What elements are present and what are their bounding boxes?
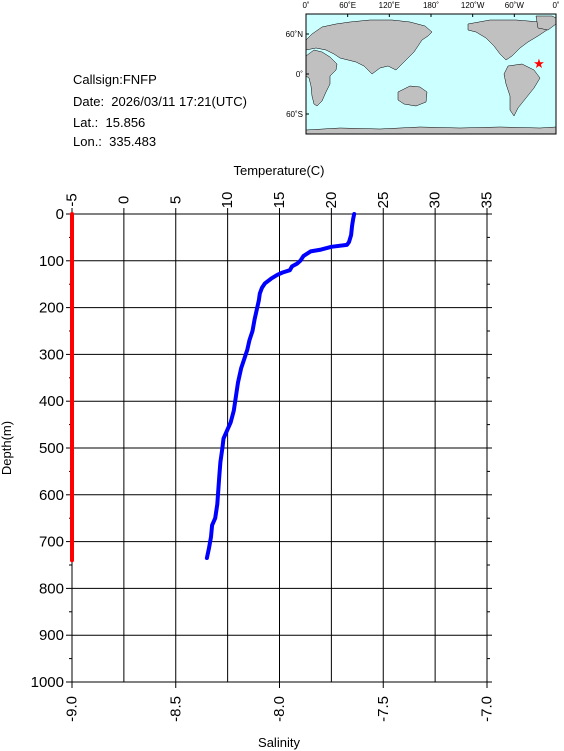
top-axis-tick-label: -5 bbox=[64, 193, 81, 206]
land-antarctica bbox=[305, 126, 557, 135]
top-axis-label: Temperature(C) bbox=[233, 163, 324, 178]
top-axis-tick-label: 5 bbox=[167, 196, 184, 204]
map-lon-tick-label: 120˚W bbox=[461, 1, 485, 10]
y-axis-tick-label: 100 bbox=[39, 253, 64, 270]
map-ticks: 0˚ 60˚E 120˚E 180˚ 120˚W 60˚W 0˚ 60˚N 0˚ 60˚S bbox=[286, 1, 560, 119]
top-axis-tick-label: 20 bbox=[323, 192, 340, 209]
bottom-axis-tick-label: -9.0 bbox=[64, 696, 81, 722]
y-axis-tick-label: 400 bbox=[39, 393, 64, 410]
station-marker-icon: ★ bbox=[533, 56, 545, 71]
map-lat-tick-label: 0˚ bbox=[296, 70, 303, 79]
tick-labels: -5 0 5 10 15 20 25 30 35010020030040050060070080… bbox=[31, 192, 496, 722]
longitude-label: Lon.: 335.483 bbox=[73, 134, 157, 149]
latitude-label: Lat.: 15.856 bbox=[73, 115, 146, 130]
y-axis-tick-label: 700 bbox=[39, 534, 64, 551]
top-axis-tick-label: 30 bbox=[427, 192, 444, 209]
chart-grid bbox=[71, 213, 488, 683]
top-axis-tick-label: 10 bbox=[219, 192, 236, 209]
axis-ticks bbox=[66, 208, 492, 688]
map-lon-tick-label: 0˚ bbox=[302, 1, 309, 10]
y-axis-tick-label: 900 bbox=[39, 627, 64, 644]
y-axis-tick-label: 500 bbox=[39, 440, 64, 457]
land-south-america bbox=[503, 63, 541, 117]
bottom-axis-tick-label: -8.5 bbox=[167, 696, 184, 722]
map-lon-tick-label: 60˚W bbox=[505, 1, 525, 10]
top-axis-tick-label: 25 bbox=[375, 192, 392, 209]
bottom-axis-tick-label: -7.0 bbox=[479, 696, 496, 722]
y-axis-tick-label: 600 bbox=[39, 487, 64, 504]
y-axis-tick-label: 300 bbox=[39, 346, 64, 363]
temperature-profile-line bbox=[204, 212, 357, 560]
map-lat-tick-label: 60˚N bbox=[286, 30, 304, 39]
map-lat-tick-label: 60˚S bbox=[286, 110, 303, 119]
land-australia bbox=[397, 85, 428, 107]
land-africa bbox=[305, 49, 338, 107]
land-eurasia bbox=[305, 19, 433, 75]
top-axis-tick-label: 35 bbox=[479, 192, 496, 209]
data-series bbox=[70, 212, 357, 563]
bottom-axis-tick-label: -7.5 bbox=[375, 696, 392, 722]
map-lon-tick-label: 180˚ bbox=[423, 1, 439, 10]
callsign-label: Callsign:FNFP bbox=[73, 72, 157, 87]
map-lon-tick-label: 0˚ bbox=[552, 1, 559, 10]
bottom-axis-tick-label: -8.0 bbox=[271, 696, 288, 722]
y-axis-tick-label: 800 bbox=[39, 580, 64, 597]
y-axis-label: Depth(m) bbox=[0, 421, 14, 475]
map-land bbox=[305, 15, 557, 135]
land-north-america bbox=[467, 19, 551, 61]
map-lon-tick-label: 60˚E bbox=[339, 1, 356, 10]
top-axis-tick-label: 0 bbox=[115, 196, 132, 204]
bottom-axis-label: Salinity bbox=[258, 735, 300, 750]
top-axis-tick-label: 15 bbox=[271, 192, 288, 209]
date-label: Date: 2026/03/11 17:21(UTC) bbox=[73, 94, 247, 109]
map-lon-tick-label: 120˚E bbox=[379, 1, 400, 10]
location-map: 0˚ 60˚E 120˚E 180˚ 120˚W 60˚W 0˚ 60˚N 0˚ 60˚S ★ bbox=[286, 1, 560, 135]
y-axis-tick-label: 0 bbox=[56, 206, 64, 223]
y-axis-tick-label: 200 bbox=[39, 300, 64, 317]
y-axis-tick-label: 1000 bbox=[31, 674, 64, 691]
